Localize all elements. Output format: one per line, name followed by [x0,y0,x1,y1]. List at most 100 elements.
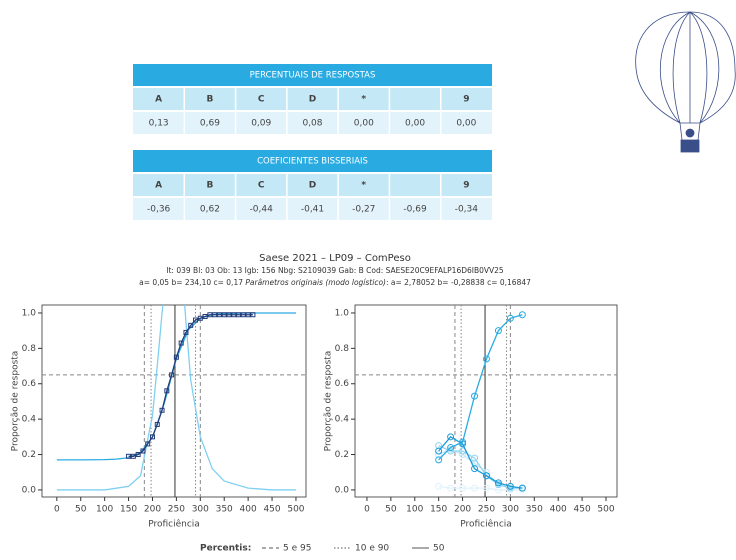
series-line [438,445,523,489]
header-cell: D [309,181,316,191]
x-tick-label: 50 [385,505,397,515]
point [471,392,479,400]
point [169,372,175,378]
point [212,312,218,318]
x-tick-label: 0 [364,505,370,515]
plot-frame [41,304,307,498]
params-italic: Parâmetros originais (modo logístico) [245,278,386,287]
value-row [133,198,492,220]
point [197,315,203,321]
y-tick-label: 0.0 [335,485,350,495]
point [435,451,443,459]
x-tick-label: 300 [192,505,209,515]
y-tick-label: 0.4 [22,415,37,425]
point [250,312,256,318]
point [126,453,132,459]
x-tick-label: 300 [502,505,519,515]
series-line [56,305,296,491]
series-line [438,448,523,489]
point [216,312,222,318]
point [494,486,502,494]
series-line [56,312,296,461]
plot [56,305,296,491]
x-tick-label: 100 [96,505,113,515]
value-cell: -0,41 [301,205,324,215]
legend-title: Percentis: [200,544,251,554]
value-cell: -0,34 [455,205,479,215]
table-title: COEFICIENTES BISSERIAIS [257,157,368,167]
point [154,421,160,427]
y-tick-label: 0.8 [22,344,37,354]
legend-label: 50 [433,544,445,554]
point [494,479,502,487]
x-tick-label: 200 [454,505,471,515]
point [471,484,479,492]
point [236,312,242,318]
header-cell: B [206,95,213,105]
y-axis-label: Proporção de resposta [324,351,334,452]
header-cell: * [361,95,366,105]
point [231,312,237,318]
value-row [133,112,492,134]
point [494,327,502,335]
x-tick-label: 100 [406,505,423,515]
point [459,438,467,446]
x-axis-label: Proficiência [148,519,200,530]
y-tick-label: 1.0 [335,308,350,318]
point [435,456,443,464]
point [188,322,194,328]
x-tick-label: 350 [216,505,233,515]
point [145,441,151,447]
value-cell: -0,36 [147,205,171,215]
point [447,433,455,441]
balloon-icon [635,11,736,153]
value-cell: 0,09 [251,119,271,129]
x-tick-label: 350 [526,505,543,515]
header-cell: 9 [463,181,469,191]
point [164,388,170,394]
x-tick-label: 150 [120,505,137,515]
point [245,312,251,318]
point [173,354,179,360]
point [202,314,208,320]
point [471,465,479,473]
charts-title: Saese 2021 – LP09 – ComPeso [259,253,411,264]
point [518,484,526,492]
point [159,407,165,413]
value-cell: 0,00 [354,119,374,129]
y-tick-label: 1.0 [22,308,37,318]
x-tick-label: 500 [597,505,614,515]
header-cell: C [258,95,265,105]
plot [435,311,526,494]
value-cell: -0,27 [352,205,375,215]
point [482,484,490,492]
table-title: PERCENTUAIS DE RESPOSTAS [250,71,376,81]
point [221,312,227,318]
header-cell: 9 [463,95,469,105]
point [482,355,490,363]
point [482,472,490,480]
charts-header: Saese 2021 – LP09 – ComPeso It: 039 Bl: … [139,253,531,287]
table-title-bar [133,150,492,172]
point [140,448,146,454]
point [149,434,155,440]
y-tick-label: 0.8 [335,344,350,354]
point [178,340,184,346]
value-cell: 0,00 [456,119,476,129]
x-tick-label: 500 [287,505,304,515]
y-tick-label: 0.6 [22,379,37,389]
x-tick-label: 200 [144,505,161,515]
point [193,317,199,323]
point [435,447,443,455]
point [207,312,213,318]
legend-label: 10 e 90 [355,544,389,554]
x-tick-label: 450 [574,505,591,515]
header-row [133,88,492,110]
point [135,452,141,458]
x-tick-label: 50 [75,505,87,515]
x-tick-label: 400 [550,505,567,515]
value-cell: -0,69 [403,205,427,215]
params-original: : a= 2,78052 b= -0,28838 c= 0,16847 [386,278,531,287]
header-cell: * [361,181,366,191]
table: PERCENTUAIS DE RESPOSTAS A 0,13 B 0,69 C 0,09 D… [133,64,492,134]
